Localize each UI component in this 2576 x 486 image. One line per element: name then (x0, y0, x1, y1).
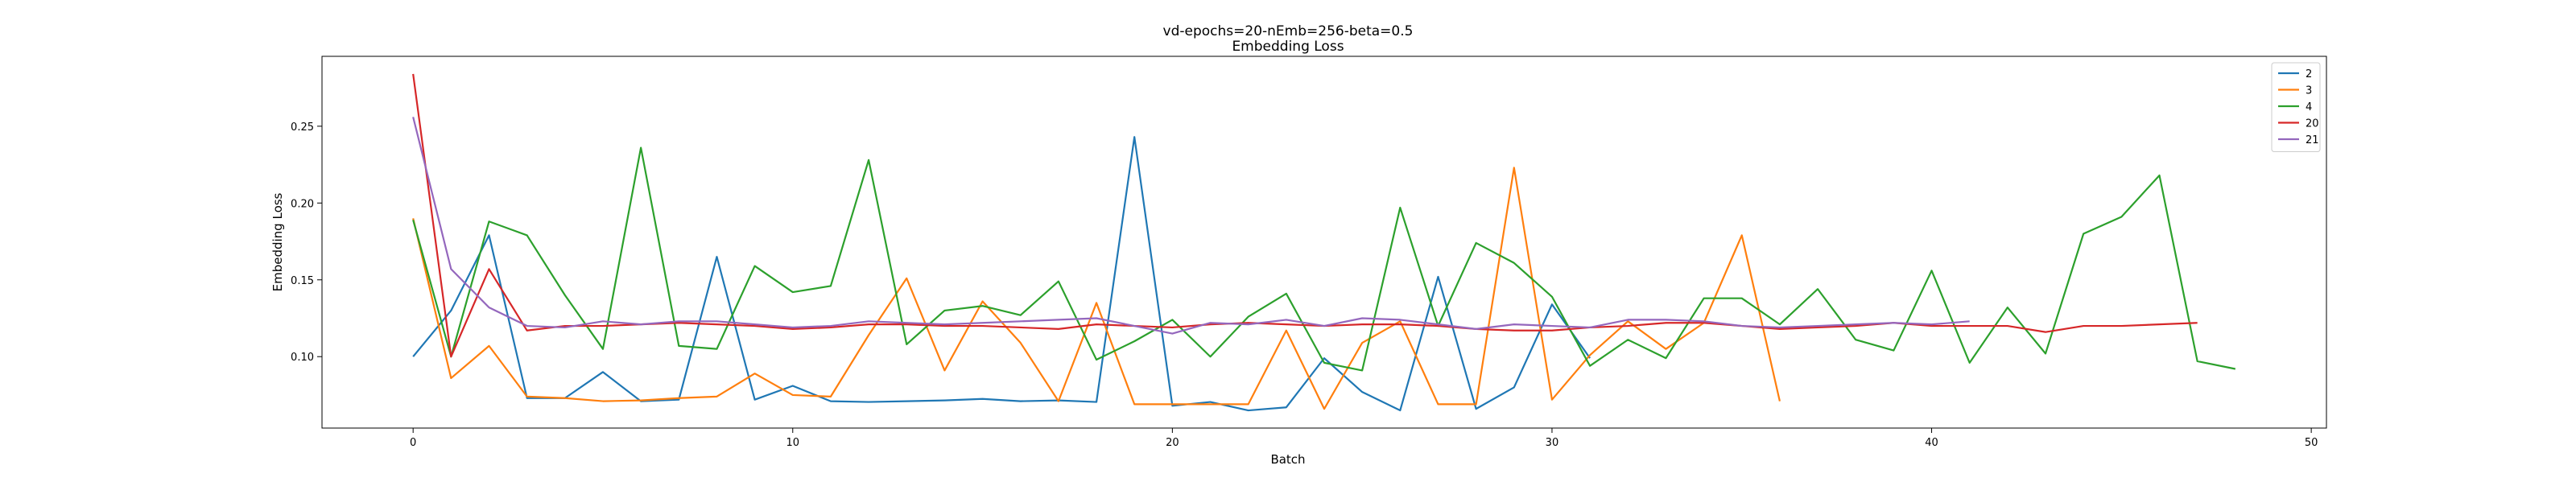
legend-label-2: 2 (2306, 68, 2312, 80)
legend-items: 2 3 4 20 21 (2278, 68, 2319, 146)
series-line-2 (412, 136, 1591, 412)
series-lines (412, 73, 2236, 412)
plot-frame (321, 56, 2327, 429)
chart-title: vd-epochs=20-nEmb=256-beta=0.5 (1163, 23, 1414, 39)
x-tick-label: 10 (786, 437, 799, 449)
legend-label-3: 3 (2306, 85, 2312, 97)
series-line-4 (412, 146, 2236, 372)
series-line-21 (412, 117, 1970, 335)
x-axis-label: Batch (1270, 452, 1305, 467)
x-axis: 0 10 20 30 40 50 (410, 428, 2318, 449)
y-axis: 0.10 0.15 0.20 0.25 (291, 122, 322, 364)
legend-label-21: 21 (2306, 134, 2319, 146)
series-line-20 (412, 73, 2198, 358)
legend: 2 3 4 20 21 (2271, 62, 2321, 152)
x-tick-label: 30 (1546, 437, 1559, 449)
y-tick-label: 0.25 (291, 122, 314, 134)
x-tick-label: 20 (1166, 437, 1179, 449)
y-tick-label: 0.10 (291, 352, 314, 364)
legend-label-20: 20 (2306, 118, 2319, 130)
x-tick-label: 0 (410, 437, 416, 449)
y-tick-label: 0.20 (291, 198, 314, 210)
x-tick-label: 40 (1925, 437, 1938, 449)
chart-subtitle: Embedding Loss (1232, 39, 1344, 55)
legend-box (2271, 62, 2321, 152)
y-tick-label: 0.15 (291, 275, 314, 287)
y-axis-label: Embedding Loss (270, 192, 285, 291)
x-tick-label: 50 (2305, 437, 2318, 449)
legend-label-4: 4 (2306, 101, 2312, 113)
series-line-3 (412, 167, 1781, 410)
